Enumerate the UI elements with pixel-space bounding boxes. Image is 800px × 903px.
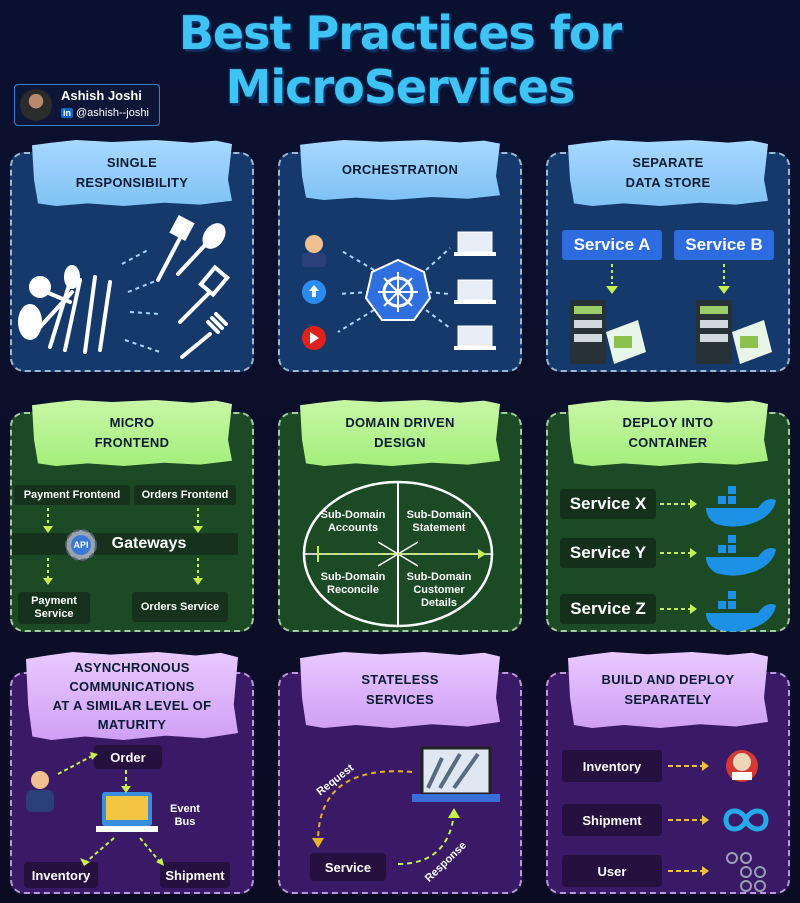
ribbon-stateless-services: STATELESS SERVICES xyxy=(300,652,500,728)
orders-frontend-box: Orders Frontend xyxy=(134,485,236,505)
ribbon-deploy-container: DEPLOY INTO CONTAINER xyxy=(568,400,768,466)
author-badge: Ashish Joshi in @ashish--joshi xyxy=(14,84,160,126)
service-a-box: Service A xyxy=(562,230,662,260)
subdomain-customer-details: Sub-Domain Customer Details xyxy=(406,571,472,609)
avatar xyxy=(20,89,52,121)
ribbon-micro-frontend: MICRO FRONTEND xyxy=(32,400,232,466)
gateways-label: Gateways xyxy=(111,535,187,552)
ribbon-build-deploy: BUILD AND DEPLOY SEPARATELY xyxy=(568,652,768,728)
build-user-box: User xyxy=(562,855,662,887)
database-server-icon-2 xyxy=(696,300,772,364)
infinity-icon xyxy=(723,808,769,832)
utensils-illustration xyxy=(18,214,231,359)
database-server-icon xyxy=(570,300,646,364)
subdomain-statement: Sub-Domain Statement xyxy=(406,509,472,534)
inventory-box: Inventory xyxy=(24,862,98,888)
workflow-icon xyxy=(726,852,766,892)
orchestration-diagram xyxy=(302,231,496,350)
datastore-diagram xyxy=(570,264,772,364)
ribbon-single-responsibility: SINGLE RESPONSIBILITY xyxy=(32,140,232,206)
frontend-arrows xyxy=(43,508,203,585)
service-y-box: Service Y xyxy=(560,538,656,568)
ribbon-separate-data-store: SEPARATE DATA STORE xyxy=(568,140,768,206)
linkedin-icon: in xyxy=(61,108,73,118)
jenkins-icon xyxy=(726,750,758,782)
api-label: API xyxy=(73,540,89,550)
subdomain-accounts: Sub-Domain Accounts xyxy=(320,509,386,534)
service-x-box: Service X xyxy=(560,489,656,519)
stateless-diagram xyxy=(312,746,500,865)
payment-frontend-box: Payment Frontend xyxy=(14,485,130,505)
docker-whale-icon xyxy=(706,486,776,632)
build-deploy-diagram xyxy=(668,750,769,892)
subdomain-reconcile: Sub-Domain Reconcile xyxy=(320,571,386,596)
gateway-gear-icon xyxy=(65,529,97,561)
handle-text: @ashish--joshi xyxy=(76,107,149,119)
build-inventory-box: Inventory xyxy=(562,750,662,782)
ribbon-async-communications: ASYNCHRONOUS COMMUNICATIONS AT A SIMILAR… xyxy=(26,652,238,740)
ribbon-orchestration: ORCHESTRATION xyxy=(300,140,500,200)
author-name: Ashish Joshi xyxy=(61,88,142,103)
service-b-box: Service B xyxy=(674,230,774,260)
payment-service-box: Payment Service xyxy=(18,592,90,624)
event-bus-label: Event Bus xyxy=(170,803,200,828)
ribbon-domain-driven-design: DOMAIN DRIVEN DESIGN xyxy=(300,400,500,466)
domain-ellipse-diagram xyxy=(302,480,494,628)
docker-arrows xyxy=(660,486,776,632)
page-title: Best Practices for MicroServices xyxy=(178,6,622,114)
shipment-box: Shipment xyxy=(160,862,230,888)
build-shipment-box: Shipment xyxy=(562,804,662,836)
service-box: Service xyxy=(310,853,386,881)
laptop-icons xyxy=(454,231,496,350)
async-diagram xyxy=(26,752,164,866)
service-z-box: Service Z xyxy=(560,594,656,624)
orders-service-box: Orders Service xyxy=(132,592,228,622)
order-box: Order xyxy=(94,745,162,769)
linkedin-handle[interactable]: in @ashish--joshi xyxy=(61,107,149,119)
